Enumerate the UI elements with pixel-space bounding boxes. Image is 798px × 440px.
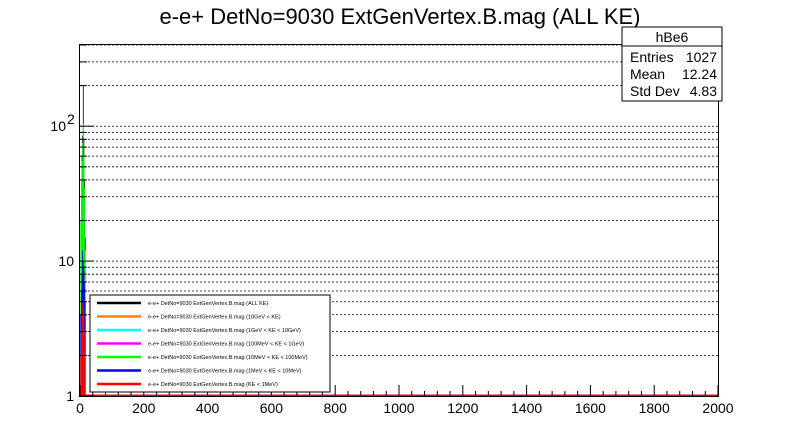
stats-label: Std Dev [630, 83, 680, 99]
x-tick-label: 800 [324, 400, 348, 416]
legend-entry: e-e+ DetNo=9030 ExtGenVertex.B.mag (ALL … [148, 301, 268, 307]
legend-entry: e-e+ DetNo=9030 ExtGenVertex.B.mag (100M… [148, 342, 304, 348]
stats-label: Mean [630, 66, 665, 82]
plot-frame [79, 44, 719, 397]
legend-entry: e-e+ DetNo=9030 ExtGenVertex.B.mag (KE <… [148, 382, 278, 388]
y-tick-label: 1 [66, 388, 74, 404]
histogram-bar-series-4 [80, 220, 82, 396]
x-tick-label: 1800 [639, 400, 670, 416]
stats-box-frame [621, 26, 723, 102]
y-tick-label: 10 [58, 253, 74, 269]
histogram-bar-series-6 [84, 331, 85, 396]
legend-entry: e-e+ DetNo=9030 ExtGenVertex.B.mag (1GeV… [148, 328, 301, 334]
x-tick-label: 1400 [511, 400, 542, 416]
histogram-bar-series-5 [84, 301, 86, 396]
histogram-bar-series-6 [82, 301, 84, 396]
x-axis: 0 200 400 600 800 1000 1200 1400 1600 1800 2000 [76, 385, 734, 416]
stats-value: 12.24 [682, 66, 717, 82]
stats-label: Entries [630, 49, 674, 65]
legend-entry: e-e+ DetNo=9030 ExtGenVertex.B.mag (10Me… [148, 355, 308, 361]
legend-entry: e-e+ DetNo=9030 ExtGenVertex.B.mag (1MeV… [148, 369, 302, 375]
stats-box-name: hBe6 [656, 29, 689, 45]
histogram-bar-series-6 [84, 355, 86, 396]
x-tick-label: 2000 [702, 400, 733, 416]
x-tick-label: 0 [76, 400, 84, 416]
x-tick-label: 1000 [383, 400, 414, 416]
stats-value: 1027 [686, 49, 717, 65]
histogram-bar-series-6 [82, 307, 84, 396]
histogram-bar-series-4 [82, 123, 84, 396]
histogram-bar-series-4 [80, 179, 82, 396]
x-tick-label: 1600 [575, 400, 606, 416]
x-tick-label: 200 [132, 400, 156, 416]
y-tick-exponent: 2 [67, 111, 75, 127]
x-tick-label: 400 [196, 400, 220, 416]
histogram-bar-series-6 [80, 331, 82, 396]
legend: e-e+ DetNo=9030 ExtGenVertex.B.mag (ALL … [89, 294, 331, 393]
y-tick-label: 10 [50, 118, 66, 134]
x-tick-label: 1200 [447, 400, 478, 416]
chart-title: e-e+ DetNo=9030 ExtGenVertex.B.mag (ALL … [159, 4, 640, 29]
stats-value: 4.83 [690, 83, 717, 99]
x-tick-label: 600 [260, 400, 284, 416]
histogram-bar-series-6 [80, 355, 82, 396]
legend-entry: e-e+ DetNo=9030 ExtGenVertex.B.mag (10Ge… [148, 315, 281, 321]
